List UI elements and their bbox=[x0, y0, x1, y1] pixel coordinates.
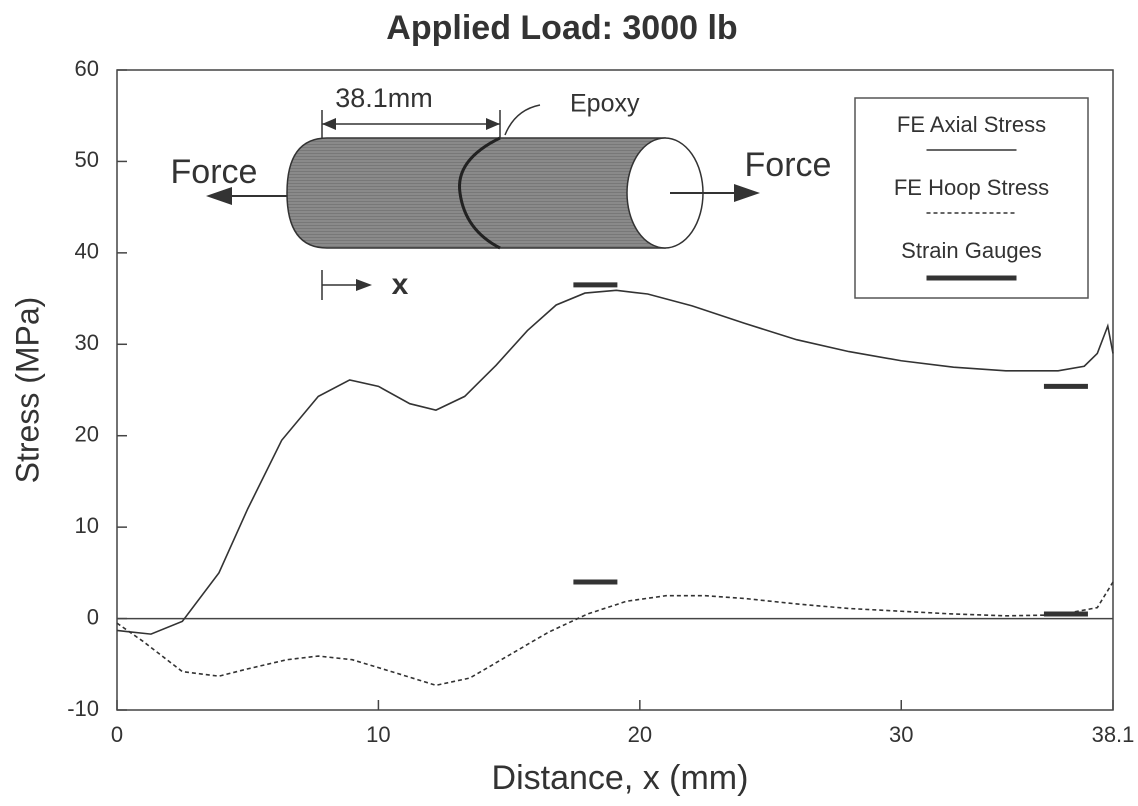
annotation: Force bbox=[745, 146, 832, 184]
series-line bbox=[116, 289, 1114, 635]
x-tick-label: 20 bbox=[628, 722, 652, 747]
y-tick-label: 40 bbox=[75, 239, 99, 264]
chart-title: Applied Load: 3000 lb bbox=[386, 9, 737, 47]
x-tick-label: 10 bbox=[366, 722, 390, 747]
y-tick-label: 0 bbox=[87, 604, 99, 629]
annotation: Epoxy bbox=[570, 90, 640, 118]
annotation: 38.1mm bbox=[335, 83, 433, 113]
legend-label: Strain Gauges bbox=[901, 238, 1042, 263]
legend-box bbox=[854, 97, 1089, 299]
y-tick-label: 30 bbox=[75, 330, 99, 355]
y-axis-label: Stress (MPa) bbox=[9, 297, 45, 484]
x-tick-label: 30 bbox=[889, 722, 913, 747]
x-axis-label: Distance, x (mm) bbox=[492, 759, 749, 797]
y-tick-label: 20 bbox=[75, 422, 99, 447]
legend-label: FE Hoop Stress bbox=[894, 175, 1049, 200]
specimen-diagram bbox=[206, 104, 760, 300]
y-tick-label: -10 bbox=[67, 696, 99, 721]
y-tick-label: 60 bbox=[75, 56, 99, 81]
x-tick-label: 0 bbox=[111, 722, 123, 747]
y-tick-label: 10 bbox=[75, 513, 99, 538]
annotation: Force bbox=[171, 153, 258, 191]
plot-frame bbox=[116, 69, 1114, 711]
y-tick-label: 50 bbox=[75, 147, 99, 172]
annotation: x bbox=[392, 268, 409, 301]
series-line bbox=[116, 581, 1114, 687]
legend: FE Axial Stress FE Hoop Stress Strain Gaug… bbox=[854, 97, 1089, 299]
legend-label: FE Axial Stress bbox=[897, 112, 1046, 137]
x-tick-label: 38.1 bbox=[1092, 722, 1135, 747]
